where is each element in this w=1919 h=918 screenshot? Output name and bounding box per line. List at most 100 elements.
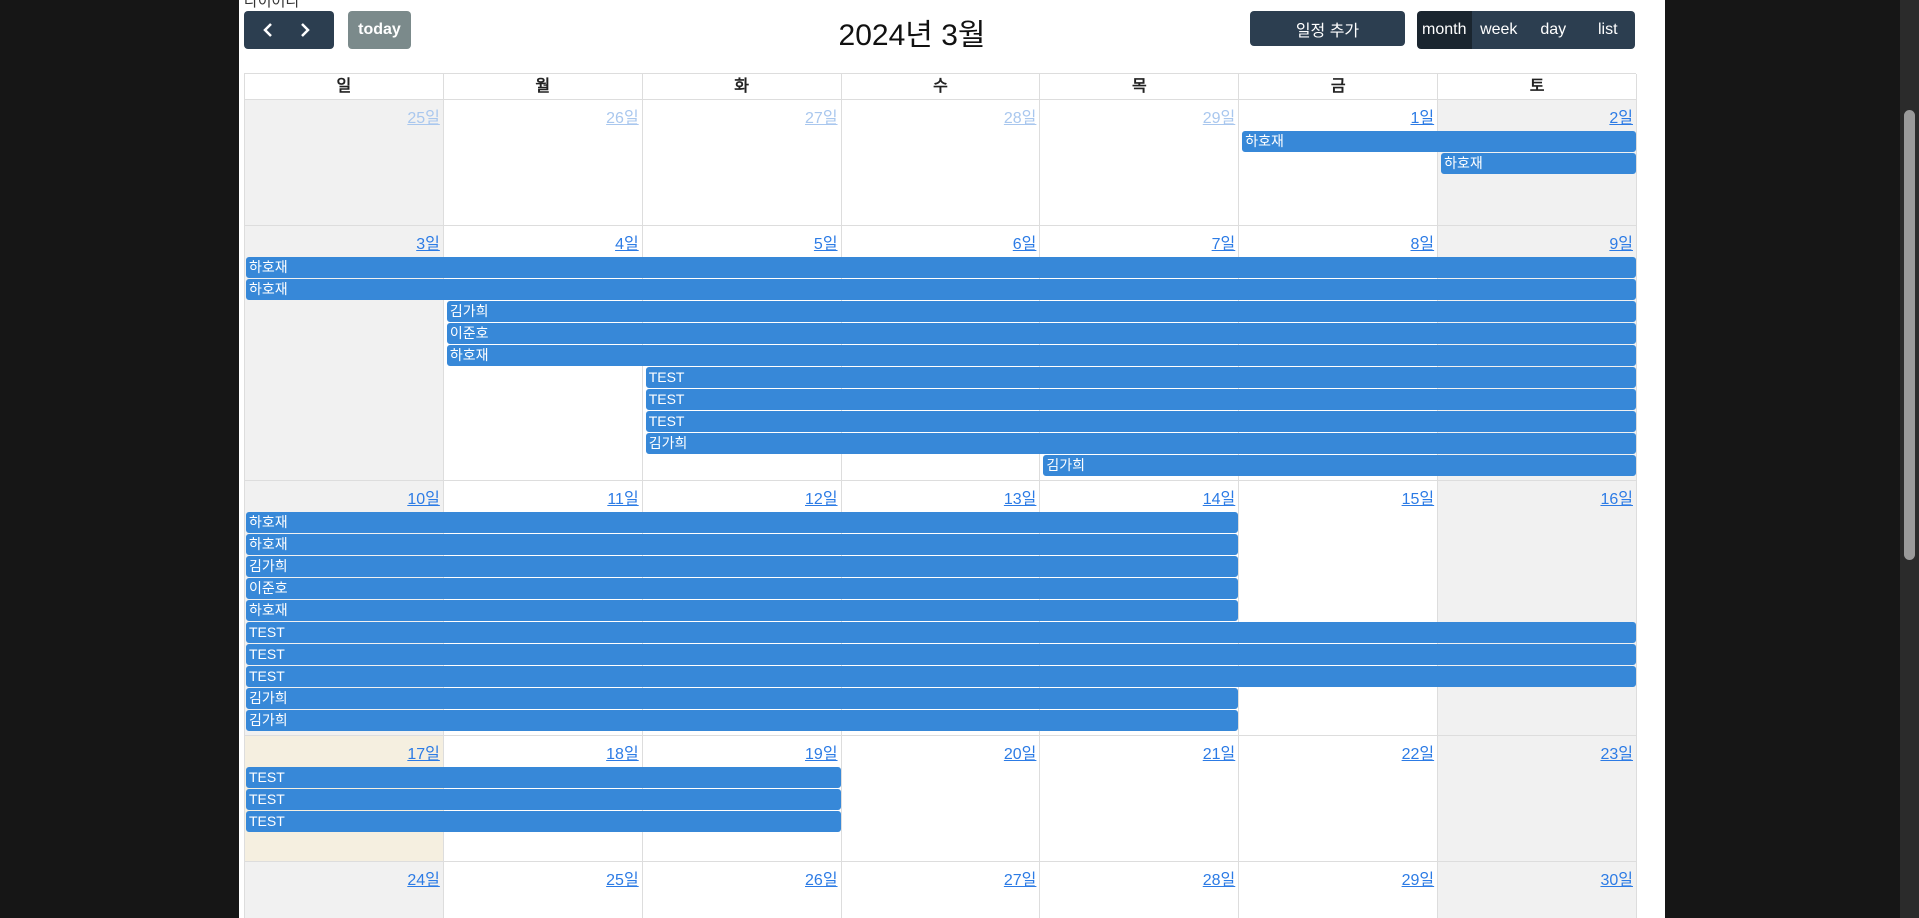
- day-cell[interactable]: 25일: [443, 862, 643, 918]
- view-button[interactable]: week: [1471, 11, 1526, 49]
- event[interactable]: 하호재: [246, 600, 1239, 621]
- day-number[interactable]: 12일: [805, 491, 838, 508]
- day-number[interactable]: 5일: [813, 236, 838, 253]
- day-cell[interactable]: 26일: [443, 100, 643, 226]
- event[interactable]: TEST: [645, 411, 1636, 432]
- day-cell[interactable]: 27일: [642, 100, 842, 226]
- app-name: 다이어리: [244, 0, 300, 10]
- event[interactable]: TEST: [645, 389, 1636, 410]
- event[interactable]: 하호재: [246, 257, 1636, 278]
- event[interactable]: TEST: [246, 644, 1636, 665]
- event[interactable]: 하호재: [246, 534, 1239, 555]
- day-cell[interactable]: 15일: [1239, 481, 1439, 736]
- weekday-header: 월: [443, 74, 643, 100]
- day-cell[interactable]: 22일: [1239, 736, 1439, 862]
- day-number[interactable]: 1일: [1410, 110, 1435, 127]
- day-number[interactable]: 15일: [1401, 491, 1435, 508]
- weekday-header: 화: [642, 74, 842, 100]
- add-event-button[interactable]: 일정 추가: [1250, 11, 1405, 46]
- event[interactable]: 김가희: [645, 433, 1636, 454]
- day-cell[interactable]: 21일: [1040, 736, 1240, 862]
- day-number[interactable]: 28일: [1202, 872, 1236, 889]
- event[interactable]: TEST: [246, 811, 841, 832]
- weekday-header: 일: [245, 74, 444, 100]
- day-number[interactable]: 30일: [1600, 872, 1633, 889]
- event[interactable]: 김가희: [246, 556, 1239, 577]
- day-cell[interactable]: 29일: [1239, 862, 1439, 918]
- day-number[interactable]: 27일: [1003, 872, 1037, 889]
- event[interactable]: 김가희: [246, 688, 1239, 709]
- day-number[interactable]: 29일: [1202, 110, 1236, 127]
- scroll-thumb[interactable]: [1904, 110, 1915, 560]
- view-button[interactable]: month: [1417, 11, 1472, 49]
- month-grid: 일 월 화 수 목 금 토 25일 26일 27일 28일 29일 1일 2일 하호재 하호재 3일 4일 5일 6일…: [244, 73, 1637, 918]
- day-number[interactable]: 9일: [1609, 236, 1633, 253]
- day-number[interactable]: 2일: [1609, 110, 1633, 127]
- day-cell[interactable]: 28일: [841, 100, 1041, 226]
- day-cell[interactable]: 27일: [841, 862, 1041, 918]
- day-number[interactable]: 11일: [607, 491, 639, 508]
- day-number[interactable]: 25일: [407, 110, 440, 127]
- day-number[interactable]: 3일: [416, 236, 440, 253]
- day-number[interactable]: 7일: [1211, 236, 1236, 253]
- day-number[interactable]: 29일: [1401, 872, 1435, 889]
- day-number[interactable]: 26일: [805, 872, 838, 889]
- day-number[interactable]: 17일: [407, 746, 440, 763]
- day-number[interactable]: 28일: [1003, 110, 1037, 127]
- event[interactable]: 하호재: [446, 345, 1636, 366]
- day-cell[interactable]: 24일: [245, 862, 444, 918]
- day-cell[interactable]: 25일: [245, 100, 444, 226]
- today-button[interactable]: today: [348, 11, 411, 49]
- nav-icons: [263, 23, 310, 37]
- view-switcher: month week day list: [1417, 11, 1635, 49]
- event[interactable]: 하호재: [246, 279, 1636, 300]
- day-cell[interactable]: 20일: [841, 736, 1041, 862]
- day-number[interactable]: 27일: [805, 110, 838, 127]
- chevrons[interactable]: [263, 23, 310, 37]
- day-number[interactable]: 18일: [606, 746, 639, 763]
- event[interactable]: 김가희: [446, 301, 1636, 322]
- day-number[interactable]: 10일: [407, 491, 440, 508]
- weekday-header: 토: [1438, 74, 1637, 100]
- event[interactable]: TEST: [246, 666, 1636, 687]
- event[interactable]: 김가희: [1043, 455, 1636, 476]
- day-number[interactable]: 16일: [1600, 491, 1633, 508]
- day-number[interactable]: 21일: [1202, 746, 1236, 763]
- day-cell[interactable]: 26일: [642, 862, 842, 918]
- calendar-title: 2024년 3월: [838, 19, 986, 52]
- view-button[interactable]: list: [1580, 11, 1635, 49]
- day-cell[interactable]: 1일: [1239, 100, 1439, 226]
- day-number[interactable]: 24일: [407, 872, 440, 889]
- day-cell[interactable]: 30일: [1438, 862, 1637, 918]
- day-number[interactable]: 14일: [1202, 491, 1236, 508]
- day-number[interactable]: 4일: [615, 236, 639, 253]
- day-cell[interactable]: 23일: [1438, 736, 1637, 862]
- day-cell[interactable]: 16일: [1438, 481, 1637, 736]
- day-cell[interactable]: 28일: [1040, 862, 1240, 918]
- day-number[interactable]: 25일: [606, 872, 639, 889]
- event[interactable]: TEST: [246, 622, 1636, 643]
- day-number[interactable]: 6일: [1012, 236, 1037, 253]
- event[interactable]: TEST: [645, 367, 1636, 388]
- event[interactable]: 이준호: [446, 323, 1636, 344]
- event[interactable]: TEST: [246, 789, 841, 810]
- event[interactable]: 하호재: [246, 512, 1239, 533]
- day-number[interactable]: 26일: [606, 110, 639, 127]
- event[interactable]: 하호재: [1441, 153, 1636, 174]
- event[interactable]: 이준호: [246, 578, 1239, 599]
- page: 다이어리 today 2024년 3월 일정 추가 month week day li…: [239, 0, 1665, 918]
- event[interactable]: 김가희: [246, 710, 1239, 731]
- day-cell[interactable]: 29일: [1040, 100, 1240, 226]
- event[interactable]: 하호재: [1242, 131, 1636, 152]
- weekday-header: 목: [1040, 74, 1240, 100]
- scrollbar[interactable]: [1900, 0, 1919, 918]
- day-number[interactable]: 13일: [1003, 491, 1037, 508]
- event[interactable]: TEST: [246, 767, 841, 788]
- day-number[interactable]: 23일: [1600, 746, 1633, 763]
- day-number[interactable]: 20일: [1003, 746, 1037, 763]
- day-number[interactable]: 22일: [1401, 746, 1435, 763]
- day-number[interactable]: 19일: [805, 746, 838, 763]
- view-button[interactable]: day: [1526, 11, 1581, 49]
- day-number[interactable]: 8일: [1410, 236, 1435, 253]
